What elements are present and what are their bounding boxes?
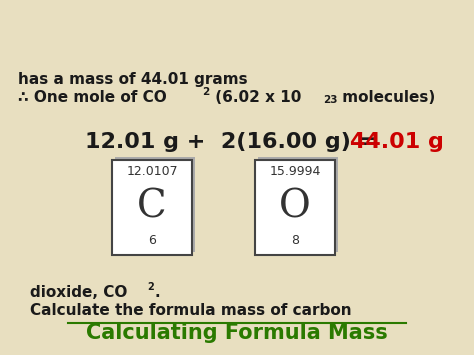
Text: 44.01 g: 44.01 g — [350, 132, 444, 152]
Text: (6.02 x 10: (6.02 x 10 — [210, 90, 301, 105]
Text: 2: 2 — [147, 282, 154, 292]
FancyBboxPatch shape — [258, 157, 338, 251]
FancyBboxPatch shape — [255, 159, 335, 255]
Text: 6: 6 — [148, 234, 156, 247]
Text: Calculating Formula Mass: Calculating Formula Mass — [86, 323, 388, 343]
Text: has a mass of 44.01 grams: has a mass of 44.01 grams — [18, 72, 247, 87]
Text: ∴ One mole of CO: ∴ One mole of CO — [18, 90, 167, 105]
FancyBboxPatch shape — [112, 159, 192, 255]
Text: 23: 23 — [323, 95, 337, 105]
Text: 15.9994: 15.9994 — [269, 165, 321, 178]
Text: dioxide, CO: dioxide, CO — [30, 285, 128, 300]
FancyBboxPatch shape — [115, 157, 195, 251]
Text: .: . — [155, 285, 161, 300]
Text: 2: 2 — [202, 87, 209, 97]
Text: O: O — [279, 189, 311, 225]
Text: 12.01 g +  2(16.00 g) =: 12.01 g + 2(16.00 g) = — [85, 132, 385, 152]
Text: Calculate the formula mass of carbon: Calculate the formula mass of carbon — [30, 303, 352, 318]
Text: molecules): molecules) — [337, 90, 435, 105]
Text: 8: 8 — [291, 234, 299, 247]
Text: 12.0107: 12.0107 — [126, 165, 178, 178]
Text: C: C — [137, 189, 167, 225]
